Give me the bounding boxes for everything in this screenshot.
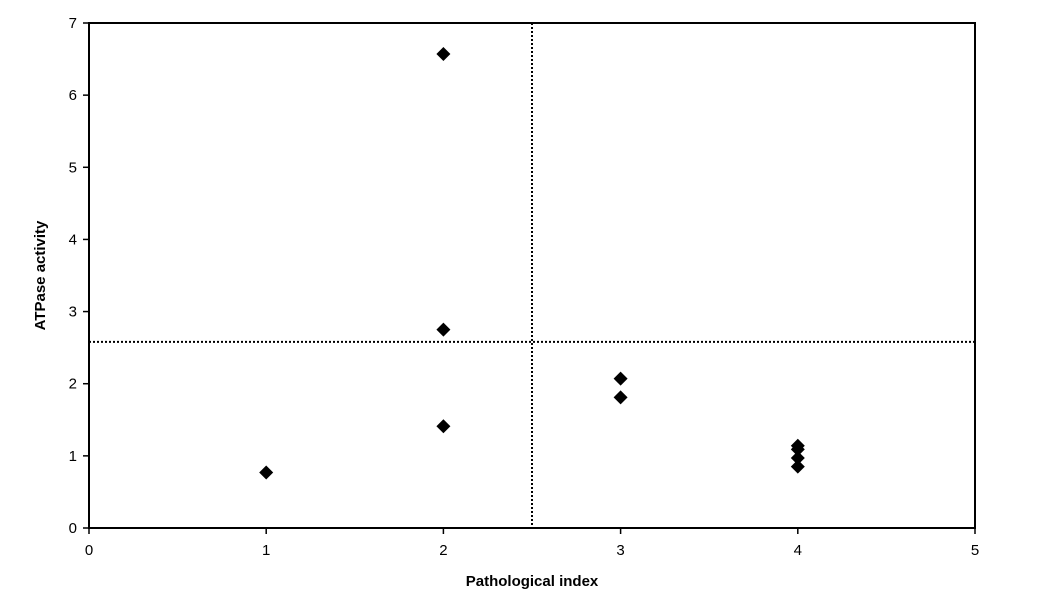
x-tick-label: 3 (616, 542, 624, 559)
data-point (613, 371, 628, 386)
data-point (790, 451, 805, 466)
y-tick-label: 1 (69, 448, 77, 465)
x-tick-label: 5 (971, 542, 979, 559)
data-point (259, 465, 274, 480)
data-point (790, 459, 805, 474)
x-tick-label: 4 (794, 542, 802, 559)
x-tick-label: 1 (262, 542, 270, 559)
plot-area-frame (88, 22, 976, 529)
data-point (790, 442, 805, 457)
data-point (436, 419, 451, 434)
x-tick-label: 2 (439, 542, 447, 559)
y-tick-label: 3 (69, 304, 77, 321)
data-point (436, 322, 451, 337)
y-tick-label: 0 (69, 520, 77, 537)
y-tick-label: 5 (69, 159, 77, 176)
y-tick-label: 4 (69, 231, 77, 248)
y-tick-label: 7 (69, 15, 77, 32)
y-tick-label: 6 (69, 87, 77, 104)
x-tick-label: 0 (85, 542, 93, 559)
data-point (436, 47, 451, 62)
y-tick-label: 2 (69, 376, 77, 393)
x-axis-title: Pathological index (466, 573, 599, 590)
y-axis-title: ATPase activity (32, 220, 49, 330)
data-point (613, 390, 628, 405)
